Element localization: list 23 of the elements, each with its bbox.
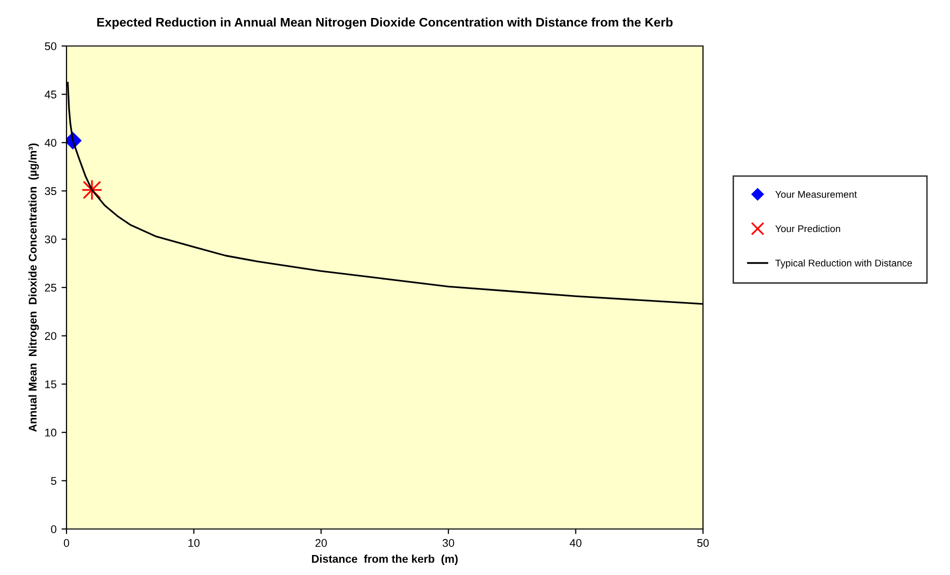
y-tick-label: 40 bbox=[44, 138, 56, 147]
x-tick-label: 20 bbox=[315, 539, 327, 547]
y-tick-label: 45 bbox=[44, 90, 56, 98]
legend-label: Typical Reduction with Distance bbox=[775, 259, 912, 268]
y-tick-label: 5 bbox=[51, 477, 56, 485]
y-axis-title: Annual Mean Nitrogen Dioxide Concentration (µg/m³) bbox=[28, 143, 39, 432]
y-tick-label: 25 bbox=[44, 284, 56, 292]
x-axis-title: Distance from the kerb (m) bbox=[312, 554, 458, 565]
legend-label: Your Prediction bbox=[775, 225, 840, 232]
y-tick-label: 30 bbox=[44, 235, 56, 244]
y-tick-label: 50 bbox=[44, 42, 56, 50]
chart-title: Expected Reduction in Annual Mean Nitrogen Dioxide Concentration with Distance from the Kerb bbox=[97, 17, 673, 30]
y-tick-label: 20 bbox=[44, 332, 56, 340]
x-tick-label: 10 bbox=[188, 539, 200, 547]
x-tick-label: 30 bbox=[442, 539, 454, 547]
x-tick-label: 50 bbox=[697, 539, 709, 547]
y-tick-label: 10 bbox=[45, 428, 56, 437]
x-tick-label: 0 bbox=[64, 539, 70, 547]
legend-label: Your Measurement bbox=[775, 191, 857, 198]
y-tick-label: 35 bbox=[44, 187, 56, 196]
x-tick-label: 40 bbox=[570, 539, 582, 547]
y-tick-label: 15 bbox=[45, 380, 56, 388]
y-tick-label: 0 bbox=[51, 525, 56, 534]
